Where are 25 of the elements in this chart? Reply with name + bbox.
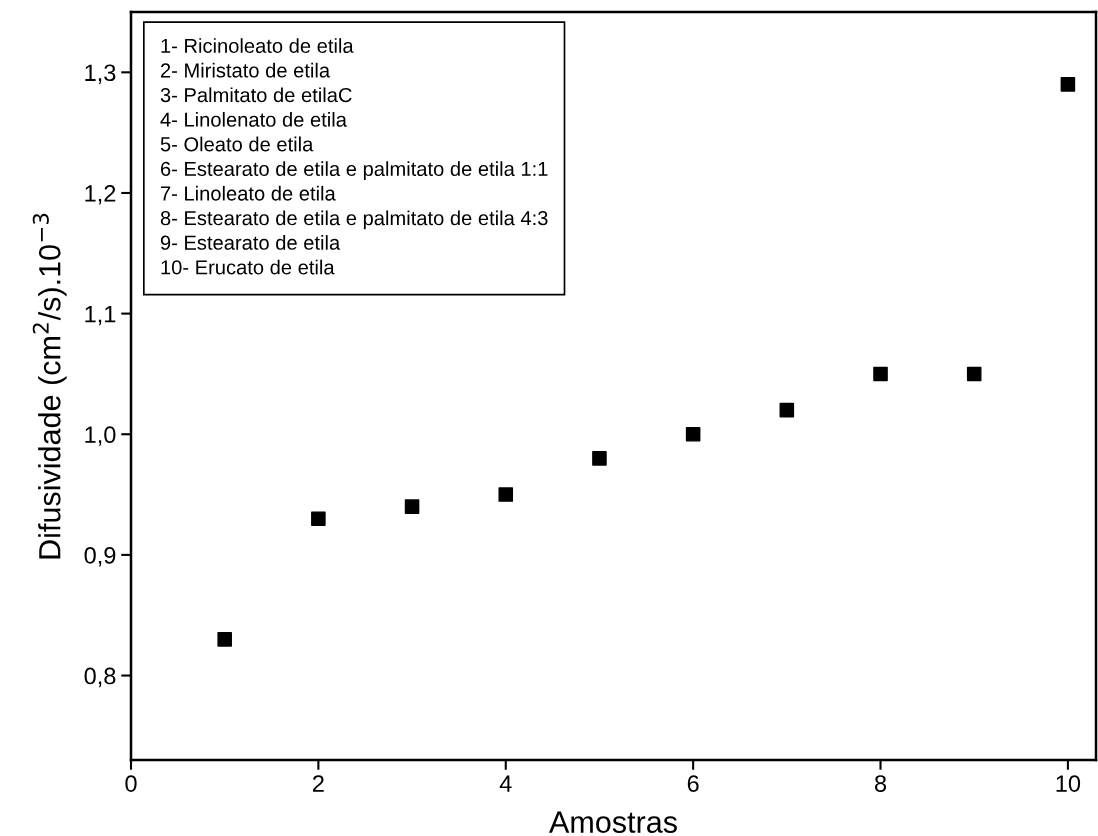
point [217,632,232,647]
x-tick-label: 8 [874,775,887,792]
x-tick-label: 4 [499,775,512,792]
point [966,366,982,382]
point [1060,77,1076,92]
y-tick-label: 1,3 [85,64,116,84]
point [311,511,326,526]
point [685,426,701,442]
x-axis-title: Amostras [549,811,677,833]
y-tick-label: 1,2 [85,185,116,205]
y-axis-title: Difusividade (cm$^{2}$/s).10$^{−3}$ [32,213,67,559]
y-tick-label: 1,0 [85,426,116,446]
point [498,487,514,502]
point [404,499,420,514]
x-tick-label: 10 [1056,775,1081,792]
x-tick-label: 2 [313,775,324,792]
y-tick-label: 1,1 [85,305,116,326]
x-tick-label: 6 [687,775,699,792]
x-tick-label: 0 [125,775,137,792]
point [779,402,795,418]
point [592,451,607,466]
point [873,366,888,382]
y-tick-label: 0,9 [84,546,116,567]
text: 1- Ricinoleato de etila 2- Miristato de etila 3- Palmitato de etilaC 4- Linolenato de etila 5- Oleato de etila 6- Estearato de etila e palmitato de etila 1:1 7- Linoleato de etila 8- Estearato de etila e palmitato de etila 4:3 9- Estearato de etila 10- Erucato de etila [160,38,548,275]
y-tick-label: 0,8 [84,667,116,688]
